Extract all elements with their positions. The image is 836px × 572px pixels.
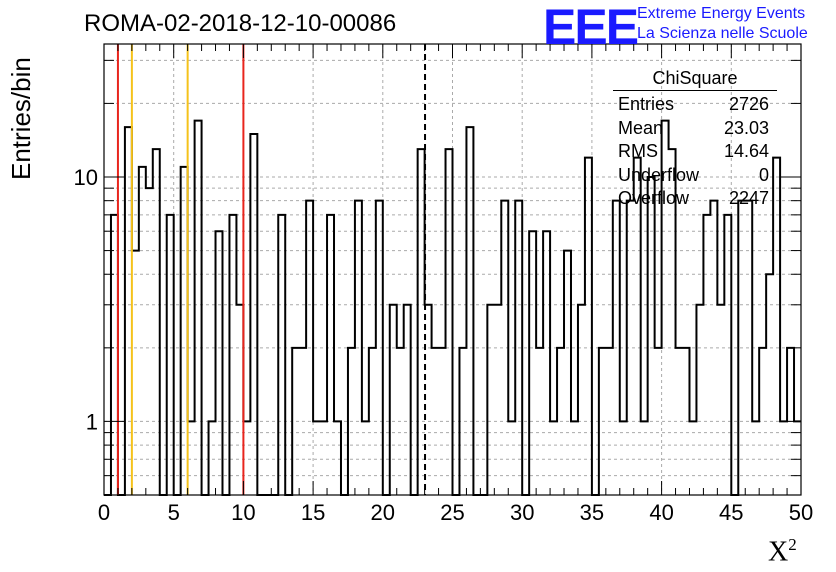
stats-row: Overflow 2247 xyxy=(613,187,777,211)
stats-row: RMS 14.64 xyxy=(613,140,777,164)
stats-label: RMS xyxy=(618,141,658,161)
x-tick-label: 5 xyxy=(168,500,180,525)
y-axis-ticks: 1 10 xyxy=(74,59,801,496)
stats-rows: Entries 2726 Mean 23.03 RMS 14.64 Underflow 0 Ov… xyxy=(613,93,777,211)
stats-value: 14.64 xyxy=(723,141,769,161)
y-tick-label: 1 xyxy=(86,409,98,434)
stats-label: Underflow xyxy=(618,164,700,185)
x-tick-label: 10 xyxy=(231,500,255,525)
chart-title: ROMA-02-2018-12-10-00086 xyxy=(84,10,397,37)
stats-row: Underflow 0 xyxy=(613,164,777,188)
stats-row: Entries 2726 xyxy=(613,93,777,117)
logo-line-1: Extreme Energy Events xyxy=(637,5,806,22)
stats-value: 0 xyxy=(758,164,769,185)
stats-label: Overflow xyxy=(618,188,690,208)
x-tick-label: 30 xyxy=(510,500,534,525)
stats-value: 23.03 xyxy=(723,117,769,138)
stats-label: Mean xyxy=(618,117,664,138)
x-tick-label: 25 xyxy=(440,500,464,525)
stats-label: Entries xyxy=(618,94,675,114)
x-tick-label: 35 xyxy=(580,500,604,525)
x-tick-label: 40 xyxy=(649,500,673,525)
y-axis-label: Entries/bin xyxy=(6,57,36,180)
x-axis-label: X2 xyxy=(768,535,797,568)
x-tick-label: 50 xyxy=(789,500,813,525)
x-tick-label: 0 xyxy=(98,500,110,525)
stats-value: 2726 xyxy=(728,94,769,114)
x-tick-label: 15 xyxy=(301,500,325,525)
stats-value: 2247 xyxy=(728,188,769,208)
x-tick-label: 45 xyxy=(719,500,743,525)
marker-lines xyxy=(116,44,427,495)
stats-row: Mean 23.03 xyxy=(613,117,777,141)
stats-box: ChiSquare Entries 2726 Mean 23.03 RMS 14.64 Un… xyxy=(613,68,777,211)
logo-line-2: La Scienza nelle Scuole xyxy=(637,25,808,42)
x-axis-ticks: 0 5 10 15 20 25 30 35 40 45 50 xyxy=(98,44,813,525)
histogram-bars xyxy=(104,119,801,496)
x-tick-label: 20 xyxy=(371,500,395,525)
x-axis-label-superscript: 2 xyxy=(788,535,797,554)
eee-logo: EEE xyxy=(543,0,639,55)
x-axis-label-main: X xyxy=(768,536,789,568)
y-tick-label: 10 xyxy=(74,165,98,190)
stats-title: ChiSquare xyxy=(613,68,777,91)
histogram-step-line xyxy=(104,119,801,496)
